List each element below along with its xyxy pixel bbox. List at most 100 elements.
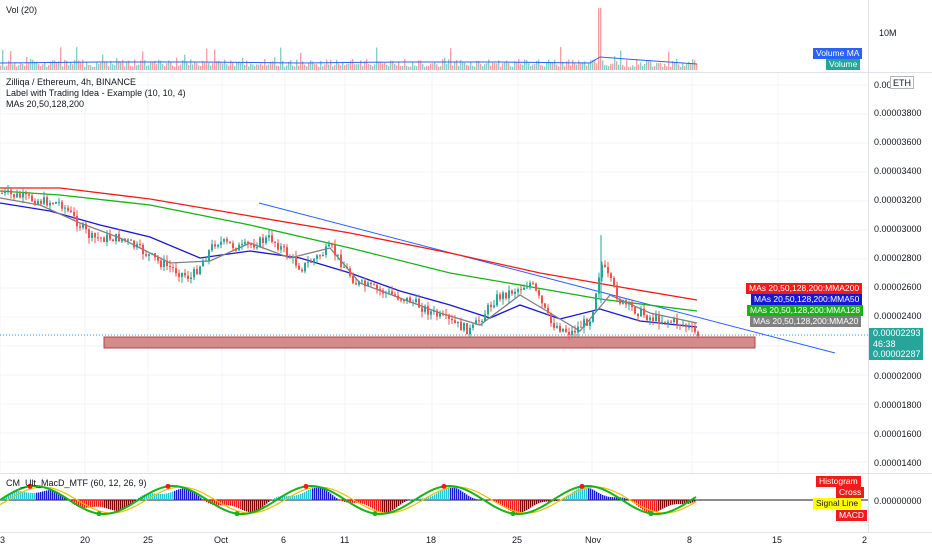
- volume-bar: [502, 63, 504, 70]
- macd-histogram-bar: [590, 488, 592, 500]
- candle: [694, 326, 696, 332]
- macd-histogram-bar: [166, 493, 168, 500]
- macd-histogram-bar: [292, 495, 294, 500]
- symbol-title: Zilliqa / Ethereum, 4h, BINANCE: [6, 77, 137, 87]
- candle: [664, 321, 666, 323]
- volume-bar: [464, 62, 466, 70]
- candle: [304, 262, 306, 272]
- macd-histogram-bar: [162, 493, 164, 500]
- macd-histogram-bar: [388, 500, 390, 513]
- macd-histogram-bar: [582, 487, 584, 500]
- candle: [313, 258, 315, 263]
- candle: [334, 245, 336, 256]
- volume-bar: [160, 60, 162, 70]
- mma20-tag: MAs 20,50,128,200:MMA20: [750, 316, 862, 327]
- macd-histogram-bar: [58, 492, 60, 500]
- volume-bar: [444, 57, 446, 70]
- volume-bar: [70, 62, 72, 70]
- volume-bar: [390, 60, 392, 70]
- volume-bar: [50, 61, 52, 70]
- candle: [190, 277, 192, 280]
- candle: [325, 246, 327, 255]
- currency-badge[interactable]: ETH: [890, 76, 914, 89]
- candle: [502, 292, 504, 300]
- volume-bar: [436, 64, 438, 70]
- macd-histogram-bar: [650, 500, 652, 513]
- macd-histogram-bar: [604, 495, 606, 500]
- volume-bar: [342, 61, 344, 70]
- volume-bar: [166, 63, 168, 70]
- volume-bar: [86, 61, 88, 70]
- volume-bar: [650, 61, 652, 70]
- macd-histogram-bar: [500, 500, 502, 505]
- macd-histogram-bar: [128, 500, 130, 507]
- candle: [4, 191, 6, 194]
- macd-histogram-bar: [132, 500, 134, 503]
- price-pane[interactable]: Zilliqa / Ethereum, 4h, BINANCE Label wi…: [0, 73, 868, 473]
- candle: [409, 297, 411, 303]
- macd-histogram-bar: [92, 500, 94, 507]
- candle: [211, 244, 213, 251]
- volume-bar: [380, 62, 382, 70]
- volume-bar: [692, 59, 694, 70]
- second-price-value: 0.00002287: [873, 349, 921, 359]
- cross-marker: [372, 511, 378, 517]
- volume-bar: [396, 65, 398, 70]
- candle: [286, 247, 288, 257]
- price-level-label: 0.00003600: [874, 137, 922, 147]
- macd-histogram-bar: [110, 500, 112, 510]
- volume-bar: [604, 65, 606, 70]
- time-axis[interactable]: 3 20 25 Oct 6 11 18 25 Nov 8 15 2: [0, 533, 932, 550]
- volume-bar: [248, 66, 250, 70]
- volume-pane[interactable]: Vol (20) Volume MA Volume: [0, 0, 868, 72]
- volume-bar: [438, 66, 440, 70]
- macd-histogram-bar: [362, 500, 364, 504]
- volume-bar: [150, 61, 152, 70]
- candle: [337, 254, 339, 256]
- cross-marker: [165, 483, 171, 489]
- candle: [40, 200, 42, 204]
- candle: [346, 266, 348, 269]
- volume-bar: [340, 65, 342, 70]
- volume-bar: [408, 66, 410, 70]
- pane-separator[interactable]: [0, 473, 932, 474]
- macd-histogram-bar: [616, 497, 618, 500]
- macd-histogram-bar: [454, 487, 456, 500]
- volume-bar: [240, 62, 242, 70]
- volume-bar: [276, 65, 278, 70]
- volume-bar: [540, 64, 542, 70]
- macd-histogram-bar: [300, 493, 302, 500]
- candle: [232, 243, 234, 249]
- candle: [646, 315, 648, 321]
- candle: [343, 266, 345, 268]
- candle: [625, 300, 627, 305]
- macd-pane[interactable]: CM_Ult_MacD_MTF (60, 12, 26, 9) Histogra…: [0, 474, 868, 532]
- macd-histogram-bar: [472, 497, 474, 500]
- macd-histogram-bar: [126, 500, 128, 508]
- candle: [25, 192, 27, 195]
- volume-bar: [546, 62, 548, 70]
- candle: [526, 287, 528, 289]
- volume-axis[interactable]: 10M: [868, 0, 932, 72]
- candle: [124, 238, 126, 241]
- volume-bar: [696, 63, 698, 70]
- candle: [349, 268, 351, 276]
- macd-histogram-bar: [182, 488, 184, 500]
- macd-histogram-bar: [160, 493, 162, 500]
- macd-histogram-bar: [666, 500, 668, 507]
- candle: [394, 294, 396, 296]
- candle: [529, 283, 531, 288]
- volume-bar: [208, 63, 210, 70]
- volume-bar: [232, 61, 234, 70]
- candle: [292, 256, 294, 259]
- volume-bar: [404, 59, 406, 70]
- macd-axis[interactable]: 0.00000000: [868, 474, 932, 532]
- volume-bar: [414, 65, 416, 70]
- candle: [559, 326, 561, 332]
- volume-bar: [116, 58, 118, 70]
- pane-separator[interactable]: [0, 532, 932, 533]
- price-axis[interactable]: 0.0000 ETH 0.00003800 0.00003600 0.00003…: [868, 73, 932, 473]
- macd-histogram-bar: [410, 499, 412, 500]
- volume-bar: [514, 61, 516, 70]
- pane-separator[interactable]: [0, 72, 932, 73]
